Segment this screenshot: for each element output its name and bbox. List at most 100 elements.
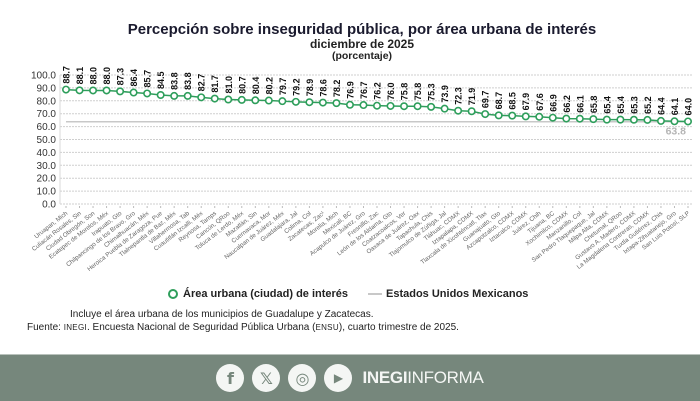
y-tick-label: 20.0 <box>37 174 57 185</box>
data-label: 71.9 <box>467 88 477 106</box>
footer-bar: f 𝕏 ◎ ▶ INEGIINFORMA <box>0 354 700 401</box>
data-point <box>237 95 246 104</box>
data-point <box>521 112 530 121</box>
data-point <box>129 88 138 97</box>
data-label: 85.7 <box>143 70 153 88</box>
data-label: 81.7 <box>210 75 220 93</box>
y-tick-label: 0.0 <box>42 200 56 211</box>
data-label: 68.7 <box>494 92 504 110</box>
brand-bold: INEGI <box>362 368 408 387</box>
data-point <box>102 86 111 95</box>
data-label: 67.9 <box>521 93 531 111</box>
data-point <box>562 114 571 123</box>
data-label: 75.3 <box>427 83 437 101</box>
y-tick-label: 50.0 <box>37 135 57 146</box>
brand-logo: INEGIINFORMA <box>362 368 483 388</box>
national-average-label: 63.8 <box>666 126 687 138</box>
data-label: 68.5 <box>508 92 518 110</box>
data-label: 73.9 <box>440 85 450 103</box>
data-label: 88.0 <box>89 67 99 85</box>
data-label: 66.2 <box>562 95 572 113</box>
data-point <box>345 100 354 109</box>
legend-label-national: Estados Unidos Mexicanos <box>386 288 529 300</box>
data-label: 76.9 <box>345 81 355 99</box>
youtube-icon[interactable]: ▶ <box>324 364 353 392</box>
y-tick-label: 40.0 <box>37 148 57 159</box>
data-point <box>427 102 436 111</box>
line-marker-icon <box>368 293 382 295</box>
data-point <box>670 117 679 126</box>
data-point <box>359 101 368 110</box>
data-label: 76.2 <box>373 82 383 100</box>
data-point <box>143 89 152 98</box>
source-abbr: ENSU <box>315 323 339 332</box>
data-point <box>494 111 503 120</box>
source-prefix: Fuente: <box>27 322 64 333</box>
y-tick-label: 80.0 <box>37 96 57 107</box>
data-point <box>61 85 70 94</box>
data-label: 82.7 <box>197 74 207 92</box>
source-org: INEGI <box>63 323 87 332</box>
data-point <box>683 117 692 126</box>
data-label: 88.0 <box>102 67 112 85</box>
data-point <box>481 110 490 119</box>
source-mid: . Encuesta Nacional de Seguridad Pública… <box>86 322 316 333</box>
data-label: 64.1 <box>670 98 680 116</box>
national-series: 63.8 <box>66 120 688 138</box>
data-point <box>183 91 192 100</box>
instagram-icon[interactable]: ◎ <box>288 364 317 392</box>
data-point <box>386 101 395 110</box>
data-label: 83.8 <box>170 72 180 90</box>
data-label: 76.0 <box>386 82 396 100</box>
y-tick-label: 70.0 <box>37 109 57 120</box>
data-point <box>548 113 557 122</box>
data-label: 64.4 <box>656 97 666 115</box>
legend-item-national: Estados Unidos Mexicanos <box>368 288 528 300</box>
data-label: 78.9 <box>305 79 315 97</box>
source-note: Fuente: INEGI. Encuesta Nacional de Segu… <box>27 322 459 333</box>
data-point <box>467 107 476 116</box>
data-point <box>656 116 665 125</box>
data-label: 65.8 <box>589 96 599 114</box>
data-label: 66.1 <box>575 95 585 113</box>
y-tick-label: 30.0 <box>37 161 57 172</box>
data-label: 78.6 <box>318 79 328 97</box>
footnote: Incluye el área urbana de los municipios… <box>70 309 374 320</box>
data-point <box>400 102 409 111</box>
data-point <box>305 98 314 107</box>
data-point <box>278 97 287 106</box>
data-point <box>413 102 422 111</box>
data-point <box>643 115 652 124</box>
data-label: 88.1 <box>75 67 85 85</box>
chart-unit-note: (porcentaje) <box>331 50 393 62</box>
data-label: 79.7 <box>278 78 288 96</box>
data-label: 88.7 <box>62 66 72 84</box>
data-point <box>535 112 544 121</box>
data-label: 75.8 <box>413 83 423 101</box>
hollow-circle-marker-icon <box>168 289 178 299</box>
data-point <box>170 91 179 100</box>
data-point <box>372 101 381 110</box>
data-point <box>602 115 611 124</box>
y-tick-label: 10.0 <box>37 187 57 198</box>
data-point <box>251 96 260 105</box>
data-point <box>116 87 125 96</box>
data-point <box>616 115 625 124</box>
data-label: 83.8 <box>183 72 193 90</box>
data-label: 78.2 <box>332 80 342 98</box>
data-labels: 88.7 88.1 88.0 88.0 87.3 86.4 85.7 84.5 83.8 83.8… <box>62 66 694 115</box>
data-point <box>629 115 638 124</box>
data-label: 87.3 <box>116 68 126 86</box>
y-tick-label: 90.0 <box>37 83 57 94</box>
data-point <box>75 86 84 95</box>
data-point <box>156 90 165 99</box>
data-point <box>318 98 327 107</box>
x-twitter-icon[interactable]: 𝕏 <box>252 364 281 392</box>
data-label: 66.9 <box>548 94 558 112</box>
data-label: 65.2 <box>643 96 653 114</box>
data-point <box>589 115 598 124</box>
brand-thin: INFORMA <box>407 368 484 387</box>
data-point <box>210 94 219 103</box>
data-point <box>89 86 98 95</box>
facebook-icon[interactable]: f <box>216 364 245 392</box>
